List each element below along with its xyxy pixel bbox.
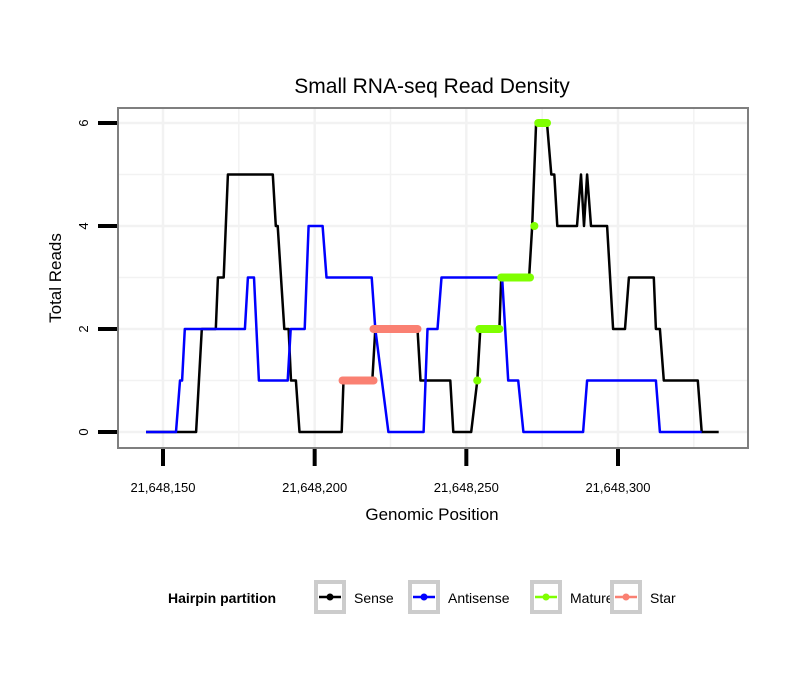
legend-label: Mature	[570, 590, 614, 606]
legend-key-dot	[326, 593, 334, 601]
legend-entries: Sense Antisense Mature Star	[314, 580, 676, 614]
legend-key-dot	[622, 593, 630, 601]
y-axis-title: Total Reads	[46, 233, 65, 323]
x-tick-label: 21,648,200	[282, 480, 347, 495]
legend-item-star: Star	[610, 580, 676, 614]
legend-key-dot	[542, 593, 550, 601]
legend-label: Sense	[354, 590, 394, 606]
y-tick-label: 2	[76, 325, 91, 332]
legend-item-mature: Mature	[530, 580, 614, 614]
y-tick-label: 4	[76, 222, 91, 229]
x-tick-label: 21,648,250	[434, 480, 499, 495]
legend-item-antisense: Antisense	[408, 580, 510, 614]
legend-label: Antisense	[448, 590, 510, 606]
plot-border	[117, 107, 749, 449]
chart-title: Small RNA-seq Read Density	[294, 75, 570, 98]
legend-key-dot	[420, 593, 428, 601]
legend-item-sense: Sense	[314, 580, 394, 614]
series-antisense-line	[146, 224, 702, 434]
legend: Hairpin partition Sense Antisense Mature St…	[168, 580, 676, 614]
legend-label: Star	[650, 590, 676, 606]
series-layer	[146, 119, 719, 434]
x-axis: 21,648,150 21,648,200 21,648,250 21,648,300	[130, 449, 651, 495]
legend-title: Hairpin partition	[168, 590, 276, 606]
x-tick-label: 21,648,300	[585, 480, 650, 495]
x-tick-label: 21,648,150	[130, 480, 195, 495]
y-tick-label: 0	[76, 428, 91, 435]
y-axis: 0 2 4 6	[76, 119, 117, 436]
x-axis-title: Genomic Position	[365, 505, 498, 524]
y-tick-label: 6	[76, 119, 91, 126]
